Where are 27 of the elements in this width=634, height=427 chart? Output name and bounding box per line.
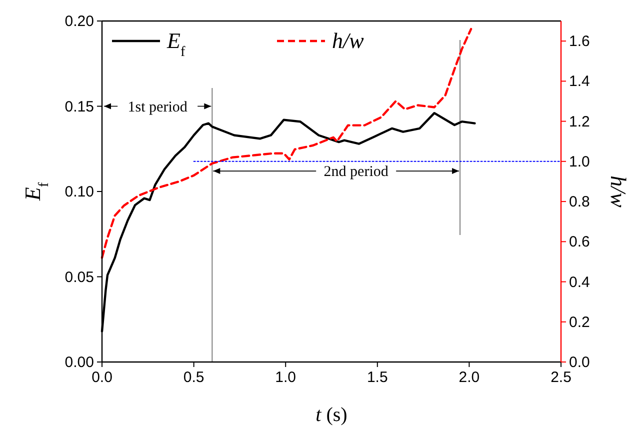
y-tick-label: 0.00 [64, 354, 94, 371]
y-tick-label: 0.10 [64, 184, 94, 200]
x-tick-label: 1.0 [275, 369, 296, 386]
y2-tick-label: 0.4 [569, 274, 590, 291]
y2-tick-label: 1.2 [569, 113, 590, 130]
y2-tick-label: 0.8 [569, 194, 590, 211]
y2-axis-title: h/w [606, 176, 631, 208]
y-tick-label: 0.15 [64, 98, 94, 116]
x-tick-label: 1.5 [366, 369, 388, 386]
annotation: 1st period [128, 99, 188, 116]
x-tick-label: 0.5 [183, 369, 204, 386]
y-tick-label: 0.20 [64, 13, 94, 30]
x-tick-label: 0.0 [92, 369, 112, 386]
y2-tick-label: 0.0 [569, 354, 590, 371]
legend-label: E$_{f}$ [166, 28, 186, 60]
line-series [100, 28, 472, 259]
x-tick-label: 2.5 [550, 369, 572, 386]
y2-tick-label: 1.0 [569, 153, 590, 170]
y-tick-label: 0.05 [64, 268, 94, 286]
legend-label: h/w [332, 28, 364, 53]
x-tick-label: 2.0 [458, 369, 480, 386]
y2-tick-label: 0.6 [569, 234, 590, 251]
x-axis-title: t (s) [316, 404, 348, 426]
annotation: 2nd period [324, 164, 389, 180]
y2-tick-label: 0.2 [569, 314, 590, 331]
y2-tick-label: 1.4 [569, 73, 590, 90]
y2-tick-label: 1.6 [569, 33, 590, 50]
